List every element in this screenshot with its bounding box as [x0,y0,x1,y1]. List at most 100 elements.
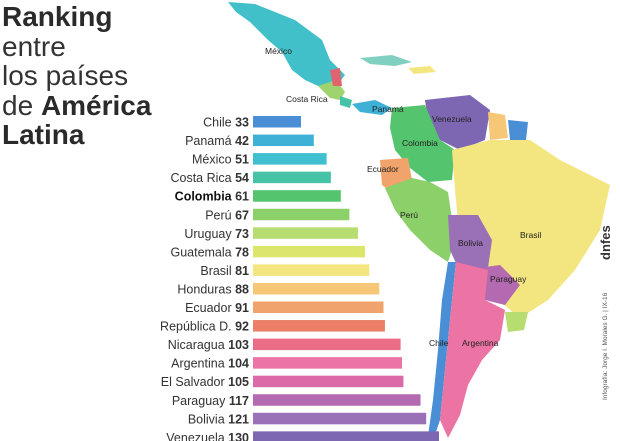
bar-brasil [253,264,370,276]
bar-label-bolivia: Bolivia 121 [188,412,249,426]
country-costa-rica [340,96,352,108]
map-label-chile: Chile [429,338,449,348]
category-label: México [192,153,235,167]
bar-per- [253,208,350,221]
map-label-ecuador: Ecuador [367,164,399,174]
map-label-costa-rica: Costa Rica [286,94,328,104]
category-label: Ecuador [185,301,235,315]
bar-rep-blica-d- [253,320,385,332]
title-line-4-prefix: de [2,89,41,121]
value-label: 104 [228,357,249,371]
country-panama [352,100,392,115]
category-label: Venezuela [166,431,228,441]
bar-label-uruguay: Uruguay 73 [184,227,249,241]
caribbean-islands-2 [408,66,436,74]
country-mexico [228,2,345,88]
bar-label-venezuela: Venezuela 130 [166,431,249,441]
bar-guatemala [253,245,366,258]
bar-ecuador [253,301,384,313]
bar-label-colombia: Colombia 61 [175,190,249,204]
bar-label-panam-: Panamá 42 [185,134,249,148]
bar-label-rep-blica-d-: República D. 92 [160,320,249,334]
title-line-4: de América [2,89,152,121]
bar-el-salvador [253,375,404,388]
bar-label-per-: Perú 67 [205,208,249,222]
bar-label-m-xico: México 51 [192,153,249,167]
category-label: Brasil [200,264,235,278]
map-label-venezuela: Venezuela [432,114,472,124]
bar-label-costa-rica: Costa Rica 54 [170,171,249,185]
country-uruguay [505,312,528,332]
bar-m-xico [253,153,327,165]
bar-panam- [253,134,314,147]
bar-argentina [253,357,403,369]
category-label: Colombia [175,190,235,204]
bar-label-brasil: Brasil 81 [200,264,249,278]
value-label: 88 [235,282,249,296]
bar-label-ecuador: Ecuador 91 [185,301,249,315]
country-paraguay [478,265,520,305]
bar-paraguay [253,394,421,406]
title-line-5: Latina [2,119,85,150]
value-label: 103 [228,338,249,352]
map-label-brasil: Brasil [520,230,541,240]
bar-costa-rica [253,171,331,184]
bar-uruguay [253,227,358,239]
country-suriname [508,120,528,140]
bar-label-argentina: Argentina 104 [171,357,249,371]
category-label: Argentina [171,357,228,371]
value-label: 91 [235,301,249,315]
bar-bolivia [253,412,427,425]
category-label: Panamá [185,134,235,148]
value-label: 130 [228,431,249,441]
category-label: Chile [203,116,235,130]
map-label-panama: Panamá [372,104,404,114]
value-label: 117 [229,394,249,408]
bar-honduras [253,282,380,295]
bar-label-honduras: Honduras 88 [177,282,249,296]
map-label-bolivia: Bolivia [458,238,483,248]
title-line-1: Ranking [2,1,113,32]
category-label: Costa Rica [170,171,235,185]
country-argentina [440,262,505,438]
value-label: 42 [235,134,249,148]
bar-venezuela [253,431,439,441]
title-line-4-bold: América [40,89,152,121]
category-label: Bolivia [188,412,228,426]
map-label-peru: Perú [400,210,418,220]
bar-label-guatemala: Guatemala 78 [170,245,249,259]
value-label: 67 [235,208,249,222]
value-label: 105 [228,375,249,389]
bar-label-nicaragua: Nicaragua 103 [168,338,249,352]
title-line-3: los países [2,60,129,91]
category-label: Uruguay [184,227,235,241]
map-label-paraguay: Paraguay [490,274,527,284]
country-guyana [488,112,508,140]
title-line-2: entre [2,30,66,62]
map-label-colombia: Colombia [402,138,438,148]
bar-label-paraguay: Paraguay 117 [172,394,249,408]
value-label: 81 [235,264,249,278]
category-label: Honduras [177,282,235,296]
category-label: Paraguay [172,394,229,408]
logo: dnfes [598,225,613,260]
country-chile [428,262,456,438]
map-label-mexico: México [265,46,292,56]
country-venezuela [425,95,490,150]
value-label: 54 [235,171,249,185]
category-label: El Salvador [161,375,228,389]
credit-text: Infografía: Jorge I. Morales G. | IX-16 [602,292,609,400]
value-label: 61 [235,190,249,204]
country-bolivia [448,215,492,272]
bar-label-el-salvador: El Salvador 105 [161,375,249,389]
bar-nicaragua [253,338,401,351]
bar-label-chile: Chile 33 [203,116,249,130]
country-guatemala [330,68,342,86]
category-label: República D. [160,320,235,334]
bar-chile [253,116,301,128]
country-peru [385,178,455,262]
bar-colombia [253,190,341,202]
caribbean-islands [360,55,412,66]
